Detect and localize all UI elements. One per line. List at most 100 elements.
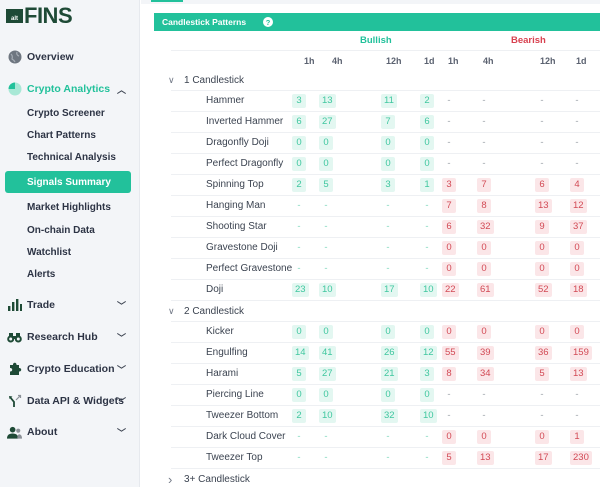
bullish-signal-cell[interactable]: 0 (420, 325, 434, 339)
bullish-signal-cell[interactable]: 12 (420, 346, 437, 360)
section-toggle-2-candlestick[interactable]: ∨ 2 Candlestick (141, 301, 600, 322)
bullish-signal-cell[interactable]: 2 (292, 178, 306, 192)
sidebar-item-alerts[interactable]: Alerts (27, 268, 56, 280)
sidebar-item-trade[interactable]: Trade ﹀ (0, 294, 140, 316)
bullish-signal-cell[interactable]: 41 (319, 346, 336, 360)
bearish-signal-cell[interactable]: 7 (477, 178, 491, 192)
bullish-signal-cell[interactable]: 0 (381, 325, 395, 339)
bearish-signal-cell[interactable]: 0 (477, 430, 491, 444)
bullish-signal-cell[interactable]: 7 (381, 115, 395, 129)
sidebar-item-research-hub[interactable]: Research Hub ﹀ (0, 326, 140, 348)
bullish-signal-cell[interactable]: 0 (292, 388, 306, 402)
bullish-signal-cell[interactable]: 0 (420, 388, 434, 402)
bearish-signal-cell[interactable]: 0 (477, 325, 491, 339)
bullish-signal-cell[interactable]: 0 (319, 388, 333, 402)
bullish-signal-cell[interactable]: 2 (420, 94, 434, 108)
help-icon[interactable]: ? (263, 17, 273, 27)
bearish-signal-cell[interactable]: 39 (477, 346, 494, 360)
bullish-signal-cell[interactable]: 5 (319, 178, 333, 192)
bearish-signal-cell[interactable]: 13 (535, 199, 552, 213)
bullish-signal-cell[interactable]: 2 (292, 409, 306, 423)
sidebar-item-chart-patterns[interactable]: Chart Patterns (27, 129, 96, 141)
chevron-down-icon[interactable]: ∨ (168, 75, 175, 85)
active-tab-indicator[interactable] (151, 0, 183, 2)
bearish-signal-cell[interactable]: 12 (570, 199, 587, 213)
bullish-signal-cell[interactable]: 3 (381, 178, 395, 192)
bearish-signal-cell[interactable]: 3 (442, 178, 456, 192)
bullish-signal-cell[interactable]: 0 (292, 157, 306, 171)
bullish-signal-cell[interactable]: 0 (319, 325, 333, 339)
bearish-signal-cell[interactable]: 0 (535, 241, 549, 255)
sidebar-item-on-chain-data[interactable]: On-chain Data (27, 224, 95, 236)
bullish-signal-cell[interactable]: 21 (381, 367, 398, 381)
bearish-signal-cell[interactable]: 0 (570, 241, 584, 255)
bearish-signal-cell[interactable]: 36 (535, 346, 552, 360)
bearish-signal-cell[interactable]: 5 (442, 451, 456, 465)
bullish-signal-cell[interactable]: 1 (420, 178, 434, 192)
bullish-signal-cell[interactable]: 0 (420, 157, 434, 171)
section-toggle-3-candlestick[interactable]: › 3+ Candlestick (141, 469, 600, 487)
bullish-signal-cell[interactable]: 0 (420, 136, 434, 150)
bullish-signal-cell[interactable]: 0 (319, 136, 333, 150)
bullish-signal-cell[interactable]: 26 (381, 346, 398, 360)
bearish-signal-cell[interactable]: 6 (442, 220, 456, 234)
bullish-signal-cell[interactable]: 10 (319, 283, 336, 297)
bearish-signal-cell[interactable]: 7 (442, 199, 456, 213)
sidebar-item-signals-summary[interactable]: Signals Summary (5, 171, 131, 193)
bearish-signal-cell[interactable]: 32 (477, 220, 494, 234)
bullish-signal-cell[interactable]: 0 (381, 157, 395, 171)
chevron-right-icon[interactable]: › (168, 472, 173, 487)
bearish-signal-cell[interactable]: 8 (477, 199, 491, 213)
bearish-signal-cell[interactable]: 5 (535, 367, 549, 381)
bearish-signal-cell[interactable]: 34 (477, 367, 494, 381)
bearish-signal-cell[interactable]: 159 (570, 346, 592, 360)
bearish-signal-cell[interactable]: 4 (570, 178, 584, 192)
bearish-signal-cell[interactable]: 1 (570, 430, 584, 444)
bearish-signal-cell[interactable]: 0 (570, 262, 584, 276)
sidebar-item-technical-analysis[interactable]: Technical Analysis (27, 151, 116, 163)
bullish-signal-cell[interactable]: 0 (292, 136, 306, 150)
bearish-signal-cell[interactable]: 17 (535, 451, 552, 465)
chevron-down-icon[interactable]: ﹀ (117, 332, 127, 343)
bullish-signal-cell[interactable]: 0 (292, 325, 306, 339)
chevron-down-icon[interactable]: ﹀ (117, 427, 127, 438)
bearish-signal-cell[interactable]: 22 (442, 283, 459, 297)
bullish-signal-cell[interactable]: 14 (292, 346, 309, 360)
bullish-signal-cell[interactable]: 11 (381, 94, 397, 108)
bearish-signal-cell[interactable]: 55 (442, 346, 459, 360)
chevron-up-icon[interactable]: ︿ (117, 84, 127, 95)
bearish-signal-cell[interactable]: 0 (442, 241, 456, 255)
bearish-signal-cell[interactable]: 6 (535, 178, 549, 192)
bullish-signal-cell[interactable]: 10 (319, 409, 336, 423)
bullish-signal-cell[interactable]: 5 (292, 367, 306, 381)
bullish-signal-cell[interactable]: 27 (319, 115, 336, 129)
sidebar-item-overview[interactable]: Overview (0, 46, 140, 68)
sidebar-item-data-api-widgets[interactable]: Data API & Widgets ﹀ (0, 390, 140, 412)
altfins-logo[interactable]: alt FINS (6, 5, 73, 27)
sidebar-item-about[interactable]: About ﹀ (0, 421, 140, 443)
bearish-signal-cell[interactable]: 61 (477, 283, 494, 297)
bullish-signal-cell[interactable]: 6 (420, 115, 434, 129)
bearish-signal-cell[interactable]: 0 (442, 325, 456, 339)
bearish-signal-cell[interactable]: 13 (570, 367, 587, 381)
bullish-signal-cell[interactable]: 0 (319, 157, 333, 171)
section-toggle-1-candlestick[interactable]: ∨ 1 Candlestick (141, 70, 600, 91)
bearish-signal-cell[interactable]: 0 (477, 262, 491, 276)
bullish-signal-cell[interactable]: 0 (381, 136, 395, 150)
bearish-signal-cell[interactable]: 37 (570, 220, 587, 234)
bullish-signal-cell[interactable]: 17 (381, 283, 398, 297)
bearish-signal-cell[interactable]: 0 (535, 325, 549, 339)
chevron-down-icon[interactable]: ﹀ (117, 396, 127, 407)
chevron-down-icon[interactable]: ∨ (168, 306, 175, 316)
bearish-signal-cell[interactable]: 13 (477, 451, 494, 465)
sidebar-item-crypto-analytics[interactable]: Crypto Analytics ︿ (0, 78, 140, 100)
sidebar-item-crypto-screener[interactable]: Crypto Screener (27, 107, 105, 119)
bearish-signal-cell[interactable]: 52 (535, 283, 552, 297)
bullish-signal-cell[interactable]: 27 (319, 367, 336, 381)
bullish-signal-cell[interactable]: 32 (381, 409, 398, 423)
bearish-signal-cell[interactable]: 0 (535, 430, 549, 444)
bullish-signal-cell[interactable]: 6 (292, 115, 306, 129)
bearish-signal-cell[interactable]: 9 (535, 220, 549, 234)
bullish-signal-cell[interactable]: 0 (381, 388, 395, 402)
bearish-signal-cell[interactable]: 18 (570, 283, 587, 297)
